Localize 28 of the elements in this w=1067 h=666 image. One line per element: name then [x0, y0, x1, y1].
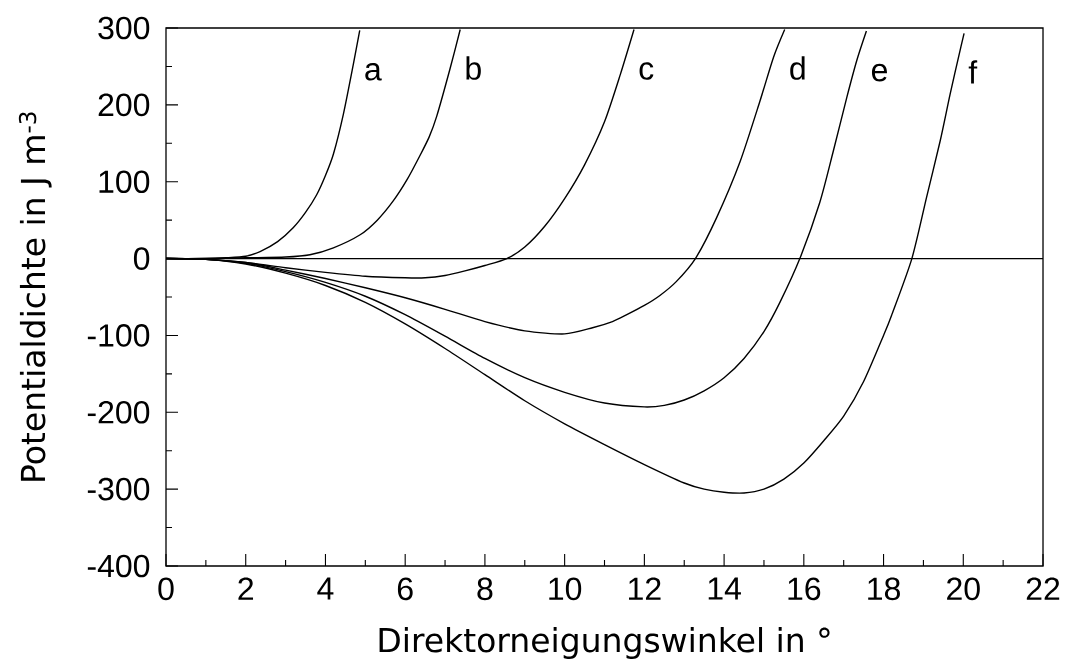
series-label: b	[466, 56, 481, 80]
x-tick-label: 14	[708, 577, 741, 600]
x-tick-label: 20	[947, 577, 980, 601]
series-label: f	[968, 60, 978, 84]
x-tick-label: 0	[158, 577, 174, 601]
x-tick-label: 8	[477, 577, 493, 601]
y-tick-label: -200	[87, 400, 150, 424]
y-axis-title: Potentialdichte in J m$^{-3}$	[18, 112, 52, 481]
y-tick-label: -400	[87, 554, 150, 578]
y-tick-label: 100	[99, 170, 150, 194]
series-label: c	[639, 62, 654, 80]
x-tick-label: 12	[629, 577, 661, 600]
y-tick-label: -300	[87, 477, 150, 501]
x-tick-label: 6	[397, 577, 413, 601]
x-tick-label: 16	[788, 577, 821, 601]
y-tick-label: 0	[133, 247, 150, 270]
x-tick-label: 4	[317, 577, 334, 600]
series-label: e	[871, 63, 887, 82]
x-tick-label: 2	[238, 577, 254, 600]
x-tick-label: 22	[1026, 577, 1060, 600]
x-tick-label: 18	[868, 577, 900, 601]
x-tick-label: 10	[549, 577, 582, 601]
x-axis-title: Direktorneigungswinkel in °	[379, 627, 830, 659]
y-tick-label: 200	[98, 93, 150, 117]
y-tick-label: -100	[87, 324, 150, 347]
series-label: d	[790, 56, 805, 80]
y-tick-label: 300	[98, 16, 150, 40]
series-label: a	[365, 63, 382, 81]
